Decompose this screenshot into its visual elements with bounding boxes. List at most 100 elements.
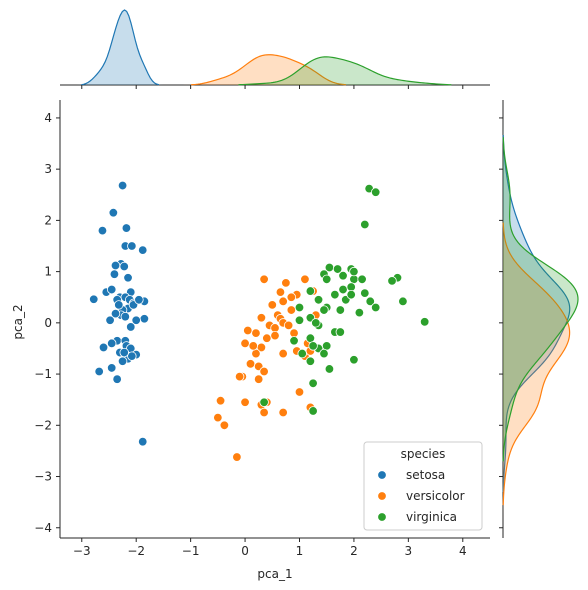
point-versicolor	[259, 274, 269, 285]
point-versicolor	[253, 374, 264, 384]
point-virginica	[335, 327, 346, 337]
species-legend: species setosa versicolor virginica	[363, 441, 483, 531]
point-versicolor	[248, 341, 258, 351]
point-versicolor	[278, 407, 288, 418]
top-kde-fill-versicolor	[60, 54, 490, 85]
point-setosa	[121, 223, 132, 233]
point-setosa	[117, 356, 128, 366]
point-virginica	[371, 302, 381, 313]
y-tick-label: −1	[34, 367, 52, 381]
point-setosa	[105, 315, 115, 325]
point-virginica	[305, 356, 316, 366]
legend-box	[363, 441, 483, 531]
point-setosa	[107, 338, 117, 349]
point-virginica	[297, 348, 307, 359]
point-virginica	[360, 219, 370, 230]
point-setosa	[123, 273, 133, 283]
right-kde-fill-versicolor	[503, 100, 570, 538]
y-axis-label: pca_2	[11, 304, 25, 339]
axis-ticks: −3 −2 −1 0 1 2 3 4 −4 −3 −2 −1 0 1 2 3 4	[34, 85, 503, 558]
point-setosa	[97, 225, 108, 236]
legend-label-virginica: virginica	[406, 510, 457, 524]
point-virginica	[294, 315, 305, 325]
point-versicolor	[245, 359, 256, 369]
point-virginica	[419, 317, 430, 327]
point-setosa	[138, 245, 148, 255]
point-virginica	[349, 355, 359, 365]
y-tick-label: −3	[34, 470, 52, 484]
point-versicolor	[267, 300, 277, 310]
point-setosa	[108, 207, 119, 218]
point-setosa	[120, 311, 131, 322]
point-versicolor	[300, 274, 310, 285]
legend-marker-versicolor	[377, 491, 387, 501]
point-virginica	[319, 305, 329, 315]
point-setosa	[139, 314, 150, 324]
point-versicolor	[281, 278, 291, 288]
point-versicolor	[262, 333, 272, 343]
point-versicolor	[286, 305, 297, 315]
top-kde-line-virginica	[238, 56, 452, 86]
top-kde-line-versicolor	[191, 54, 346, 86]
point-versicolor	[215, 396, 226, 406]
point-setosa	[98, 342, 109, 353]
x-tick-label: −2	[127, 544, 145, 558]
x-axis-label: pca_1	[257, 567, 292, 581]
point-versicolor	[234, 371, 245, 382]
point-setosa	[138, 436, 148, 447]
point-virginica	[332, 264, 343, 274]
top-kde-fill-setosa	[60, 10, 490, 85]
point-versicolor	[243, 325, 253, 336]
top-marginal-kde	[60, 9, 490, 86]
point-virginica	[319, 348, 329, 359]
point-virginica	[324, 364, 335, 374]
point-versicolor	[219, 420, 230, 431]
point-virginica	[322, 274, 332, 285]
point-setosa	[127, 241, 137, 251]
point-virginica	[308, 406, 318, 416]
point-versicolor	[259, 366, 269, 377]
point-virginica	[335, 305, 346, 315]
point-virginica	[357, 274, 367, 285]
x-tick-label: −1	[182, 544, 200, 558]
point-versicolor	[283, 320, 294, 331]
right-kde-line-virginica	[502, 137, 579, 462]
point-versicolor	[270, 330, 280, 341]
scatter-points	[89, 180, 430, 462]
point-virginica	[338, 284, 348, 295]
top-kde-fill-virginica	[60, 56, 490, 85]
point-versicolor	[278, 348, 288, 359]
point-setosa	[94, 366, 104, 377]
y-tick-label: 4	[44, 111, 52, 125]
point-versicolor	[259, 407, 269, 418]
point-setosa	[127, 351, 137, 361]
x-tick-label: −3	[73, 544, 91, 558]
point-setosa	[114, 300, 124, 310]
y-tick-label: −4	[34, 521, 52, 535]
point-setosa	[110, 260, 121, 271]
point-virginica	[346, 289, 356, 300]
point-setosa	[109, 269, 120, 279]
y-tick-label: 3	[44, 162, 52, 176]
point-virginica	[305, 286, 316, 296]
point-setosa	[107, 284, 117, 295]
point-virginica	[308, 378, 318, 388]
point-virginica	[330, 289, 340, 300]
point-setosa	[126, 322, 136, 332]
point-virginica	[349, 266, 359, 277]
point-virginica	[365, 296, 375, 307]
y-tick-label: 2	[44, 213, 52, 227]
x-tick-label: 4	[459, 544, 467, 558]
point-virginica	[308, 341, 318, 351]
point-virginica	[338, 271, 348, 281]
y-tick-label: 1	[44, 265, 52, 279]
x-tick-label: 3	[405, 544, 413, 558]
point-setosa	[117, 180, 128, 191]
point-versicolor	[240, 397, 250, 407]
right-kde-line-versicolor	[502, 222, 571, 506]
point-versicolor	[232, 452, 242, 462]
point-virginica	[313, 295, 324, 305]
point-setosa	[119, 347, 129, 358]
point-setosa	[107, 363, 117, 373]
